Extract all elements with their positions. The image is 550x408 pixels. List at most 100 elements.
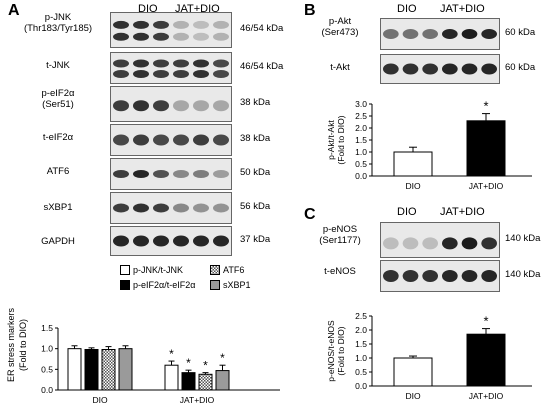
legend-item: ATF6 <box>210 265 244 275</box>
y-tick-label: 1.5 <box>355 339 367 349</box>
blot-site: (Ser51) <box>42 99 74 110</box>
molecular-weight-label: 46/54 kDa <box>240 61 284 72</box>
blot-site: (Thr183/Tyr185) <box>23 23 93 34</box>
bar <box>198 373 213 391</box>
significance-asterisk: * <box>186 356 191 370</box>
y-axis-label: p-Akt/t-Akt <box>326 120 336 160</box>
bar <box>67 348 82 391</box>
y-tick-label: 0.0 <box>355 171 367 181</box>
blot-label: t-eNOS <box>300 266 380 277</box>
blot-name: t-JNK <box>46 60 70 71</box>
molecular-weight-label: 50 kDa <box>240 167 271 178</box>
panel-c-jat-header: JAT+DIO <box>440 206 485 218</box>
blot-name: t-Akt <box>330 62 350 73</box>
legend-label: p-JNK/t-JNK <box>133 265 184 275</box>
blot-name: p-JNK <box>44 12 72 23</box>
panel-b-dio-header: DIO <box>397 3 417 15</box>
y-axis-label: p-eNOS/t-eNOS <box>326 320 336 382</box>
panel-a-letter: A <box>8 2 20 19</box>
blot-name: p-eIF2α <box>41 88 75 99</box>
blot-name: p-Akt <box>328 16 352 27</box>
blot-label: ATF6 <box>10 166 106 177</box>
y-axis-label: (Fold to DIO) <box>336 326 346 375</box>
molecular-weight-label: 60 kDa <box>505 62 536 73</box>
western-blot-image <box>380 54 500 84</box>
bar <box>393 151 433 177</box>
western-blot-image <box>110 192 232 224</box>
panel-b-letter: B <box>304 2 316 19</box>
western-blot-image <box>110 12 232 48</box>
blot-site: (Ser473) <box>321 27 359 38</box>
molecular-weight-label: 38 kDa <box>240 97 271 108</box>
significance-asterisk: * <box>483 314 488 329</box>
bar <box>466 120 506 177</box>
blot-name: t-eIF2α <box>42 132 74 143</box>
x-tick-label: JAT+DIO <box>469 391 504 401</box>
bar <box>181 372 196 391</box>
blot-label: p-Akt (Ser473) <box>300 16 380 38</box>
bar <box>84 348 99 391</box>
y-tick-label: 0.0 <box>355 381 367 391</box>
bar <box>118 348 133 391</box>
blot-label: GAPDH <box>10 236 106 247</box>
blot-label: sXBP1 <box>10 202 106 213</box>
western-blot-image <box>110 124 232 156</box>
x-tick-label: DIO <box>92 395 108 405</box>
legend-item: sXBP1 <box>210 280 251 290</box>
y-tick-label: 2.5 <box>355 111 367 121</box>
x-tick-label: DIO <box>405 391 421 401</box>
legend-swatch-checker <box>210 265 220 275</box>
panel-b-bar-chart: 0.0 0.5 1.0 1.5 2.0 2.5 3.0 p-Akt/t-Akt (Fold to… <box>326 99 532 191</box>
molecular-weight-label: 46/54 kDa <box>240 23 284 34</box>
legend-item: p-eIF2α/t-eIF2α <box>120 280 195 290</box>
blot-name: t-eNOS <box>324 266 356 277</box>
bar <box>393 357 433 387</box>
legend-swatch-gray <box>210 280 220 290</box>
blot-label: p-JNK (Thr183/Tyr185) <box>10 12 106 34</box>
legend-label: ATF6 <box>223 265 245 275</box>
significance-asterisk: * <box>483 99 488 114</box>
legend-swatch-white <box>120 265 130 275</box>
molecular-weight-label: 37 kDa <box>240 234 271 245</box>
blot-name: sXBP1 <box>43 202 73 213</box>
x-tick-label: JAT+DIO <box>469 181 504 191</box>
x-tick-label: DIO <box>405 181 421 191</box>
western-blot-image <box>380 222 500 258</box>
panel-c-bar-chart: 0.0 0.5 1.0 1.5 2.0 2.5 p-eNOS/t-eNOS (Fold to … <box>326 311 532 401</box>
significance-asterisk: * <box>169 347 174 361</box>
legend-swatch-black <box>120 280 130 290</box>
bar <box>101 348 116 391</box>
western-blot-image <box>380 18 500 50</box>
bar <box>466 333 506 387</box>
western-blot-image <box>110 86 232 122</box>
legend-item: p-JNK/t-JNK <box>120 265 183 275</box>
legend-label: sXBP1 <box>223 280 251 290</box>
y-tick-label: 1.0 <box>355 147 367 157</box>
panel-b-jat-header: JAT+DIO <box>440 3 485 15</box>
x-tick-label: JAT+DIO <box>180 395 215 405</box>
molecular-weight-label: 56 kDa <box>240 201 271 212</box>
y-tick-label: 0.5 <box>41 364 53 374</box>
panel-c-letter: C <box>304 206 316 223</box>
western-blot-image <box>110 158 232 190</box>
y-axis-label: ER stress markers <box>6 307 16 382</box>
y-tick-label: 2.5 <box>355 311 367 321</box>
blot-label: t-Akt <box>300 62 380 73</box>
y-tick-label: 0.5 <box>355 159 367 169</box>
western-blot-image <box>110 226 232 256</box>
y-tick-label: 1.5 <box>355 135 367 145</box>
y-tick-label: 0.0 <box>41 385 53 395</box>
bar <box>164 364 179 391</box>
y-tick-label: 1.0 <box>355 353 367 363</box>
significance-asterisk: * <box>220 351 225 365</box>
blot-name: ATF6 <box>46 166 70 177</box>
blot-site: (Ser1177) <box>319 235 361 246</box>
molecular-weight-label: 38 kDa <box>240 133 271 144</box>
blot-name: p-eNOS <box>322 224 358 235</box>
y-tick-label: 0.5 <box>355 367 367 377</box>
molecular-weight-label: 60 kDa <box>505 27 536 38</box>
y-axis-label: (Fold to DIO) <box>336 115 346 164</box>
panel-a-bar-chart: 0.0 0.5 1.0 1.5 ER stress markers (Fold to DI… <box>6 307 280 405</box>
y-tick-label: 1.0 <box>41 344 53 354</box>
blot-label: t-JNK <box>10 60 106 71</box>
